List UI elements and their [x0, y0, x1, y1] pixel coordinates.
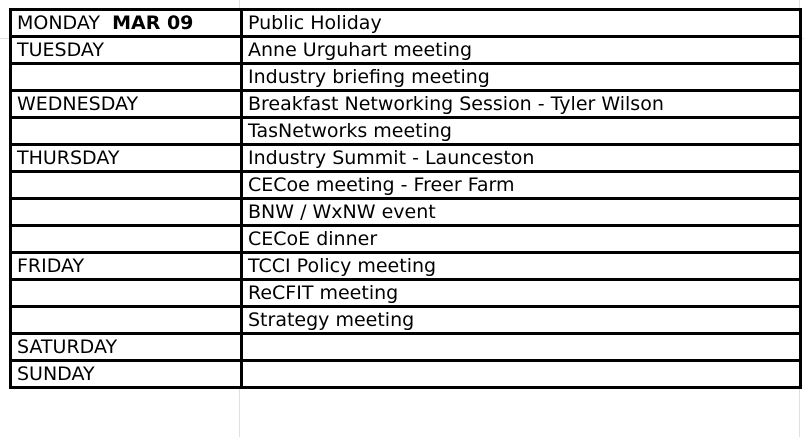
day-cell[interactable]: THURSDAY [9, 143, 243, 173]
table-row: SUNDAY [9, 359, 802, 389]
table-row: TasNetworks meeting [9, 116, 802, 146]
day-label: TUESDAY [17, 39, 105, 61]
table-row: WEDNESDAY Breakfast Networking Session - … [9, 89, 802, 119]
day-cell[interactable] [9, 305, 243, 335]
event-cell[interactable]: BNW / WxNW event [240, 197, 802, 227]
schedule-table: MONDAY MAR 09 Public Holiday TUESDAY Anne U… [9, 8, 802, 389]
day-cell[interactable]: SATURDAY [9, 332, 243, 362]
event-cell[interactable]: Strategy meeting [240, 305, 802, 335]
day-cell[interactable] [9, 197, 243, 227]
event-cell[interactable]: Industry briefing meeting [240, 62, 802, 92]
day-cell[interactable] [9, 116, 243, 146]
day-cell[interactable] [9, 224, 243, 254]
event-cell[interactable]: TCCI Policy meeting [240, 251, 802, 281]
day-cell[interactable] [9, 278, 243, 308]
table-row: THURSDAY Industry Summit - Launceston [9, 143, 802, 173]
table-row: FRIDAY TCCI Policy meeting [9, 251, 802, 281]
day-label: SUNDAY [17, 363, 95, 385]
table-row: Strategy meeting [9, 305, 802, 335]
table-row: CECoe meeting - Freer Farm [9, 170, 802, 200]
table-row: TUESDAY Anne Urguhart meeting [9, 35, 802, 65]
day-cell[interactable] [9, 170, 243, 200]
day-cell[interactable]: MONDAY MAR 09 [9, 8, 243, 38]
day-cell[interactable]: TUESDAY [9, 35, 243, 65]
event-cell[interactable] [240, 359, 802, 389]
table-row: CECoE dinner [9, 224, 802, 254]
event-cell[interactable]: Public Holiday [240, 8, 802, 38]
event-cell[interactable] [240, 332, 802, 362]
day-cell[interactable]: WEDNESDAY [9, 89, 243, 119]
day-label: WEDNESDAY [17, 93, 139, 115]
table-row: ReCFIT meeting [9, 278, 802, 308]
day-cell[interactable]: FRIDAY [9, 251, 243, 281]
event-cell[interactable]: CECoE dinner [240, 224, 802, 254]
day-label: FRIDAY [17, 255, 85, 277]
event-cell[interactable]: Anne Urguhart meeting [240, 35, 802, 65]
table-row: BNW / WxNW event [9, 197, 802, 227]
day-cell[interactable] [9, 62, 243, 92]
event-cell[interactable]: Breakfast Networking Session - Tyler Wil… [240, 89, 802, 119]
day-label: MONDAY [17, 12, 100, 34]
day-label: SATURDAY [17, 336, 118, 358]
day-label: THURSDAY [17, 147, 120, 169]
table-row: SATURDAY [9, 332, 802, 362]
event-cell[interactable]: Industry Summit - Launceston [240, 143, 802, 173]
table-row: Industry briefing meeting [9, 62, 802, 92]
event-cell[interactable]: ReCFIT meeting [240, 278, 802, 308]
event-cell[interactable]: TasNetworks meeting [240, 116, 802, 146]
table-row: MONDAY MAR 09 Public Holiday [9, 8, 802, 38]
day-cell[interactable]: SUNDAY [9, 359, 243, 389]
event-cell[interactable]: CECoe meeting - Freer Farm [240, 170, 802, 200]
date-label: MAR 09 [112, 12, 194, 34]
